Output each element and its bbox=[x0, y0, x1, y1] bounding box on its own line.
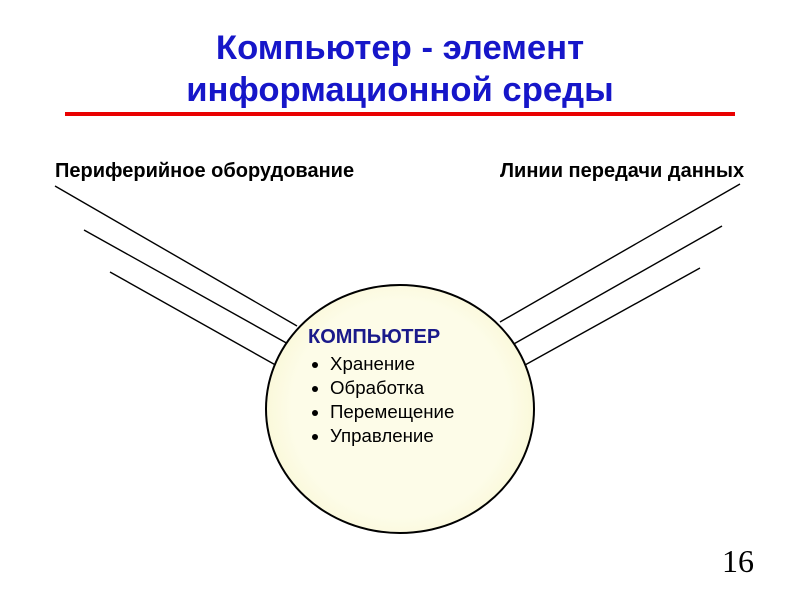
page-number: 16 bbox=[722, 543, 754, 580]
computer-bullet-3: Управление bbox=[330, 425, 508, 447]
title-line-2: информационной среды bbox=[186, 71, 614, 109]
label-data-transmission-lines: Линии передачи данных bbox=[500, 160, 744, 183]
title-line-1: Компьютер - элемент bbox=[216, 29, 584, 67]
computer-bullet-0: Хранение bbox=[330, 353, 508, 375]
title-divider bbox=[65, 112, 735, 116]
slide: Компьютер - элемент информационной среды… bbox=[0, 0, 800, 600]
slide-title: Компьютер - элемент информационной среды bbox=[0, 28, 800, 111]
label-peripheral-equipment: Периферийное оборудование bbox=[55, 160, 354, 183]
computer-node-bullets: ХранениеОбработкаПеремещениеУправление bbox=[308, 353, 508, 447]
computer-node-title: КОМПЬЮТЕР bbox=[308, 326, 508, 349]
computer-bullet-2: Перемещение bbox=[330, 401, 508, 423]
computer-node-content: КОМПЬЮТЕР ХранениеОбработкаПеремещениеУп… bbox=[308, 326, 508, 449]
computer-bullet-1: Обработка bbox=[330, 377, 508, 399]
